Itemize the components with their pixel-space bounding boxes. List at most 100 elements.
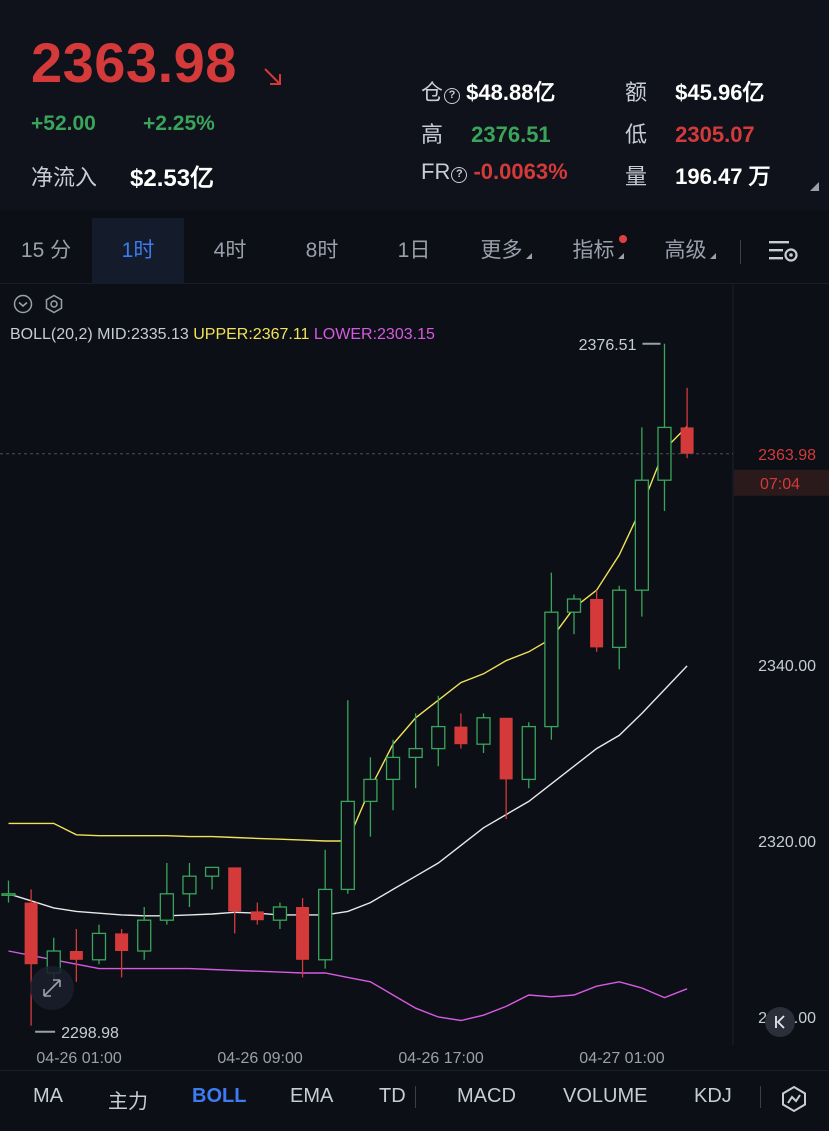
current-price-tag — [734, 439, 829, 468]
help-icon[interactable]: ? — [451, 167, 468, 183]
stat-low-label: 低 — [625, 122, 648, 147]
tab-1d[interactable]: 1日 — [397, 239, 431, 262]
stat-high-label: 高 — [421, 122, 444, 147]
stat-turnover-value: $45.96亿 — [675, 80, 765, 105]
x-tick-label: 04-26 01:00 — [36, 1050, 122, 1067]
indicator-divider — [415, 1086, 416, 1108]
dropdown-corner-icon — [617, 253, 624, 259]
stat-funding-rate-label: FR — [421, 159, 451, 184]
stat-funding-rate-value: -0.0063% — [473, 159, 568, 184]
candle-body-up — [91, 932, 107, 961]
tab-divider — [740, 240, 741, 264]
candle-body-up — [544, 611, 559, 728]
boll-prefix: BOLL(20,2) — [10, 326, 93, 343]
countdown-tag — [734, 469, 829, 496]
candle-body-down — [24, 902, 38, 965]
y-tick-label: 2340.00 — [758, 658, 816, 675]
jump-latest-icon — [775, 1015, 785, 1029]
collapse-chevron-icon[interactable] — [13, 294, 33, 314]
candle-body-up — [159, 893, 174, 921]
indicator-main-force[interactable]: 主力 — [108, 1091, 148, 1113]
net-inflow-label: 净流入 — [31, 165, 98, 190]
candle-body-up — [408, 747, 423, 759]
indicator-bar: MA 主力 BOLL EMA TD MACD VOLUME KDJ — [0, 1070, 829, 1131]
chart-settings-icon[interactable] — [767, 238, 799, 264]
candle-body-down — [69, 951, 83, 960]
jump-latest-button[interactable] — [765, 1007, 795, 1037]
stat-volume-label: 量 — [625, 164, 648, 189]
interval-tabs: 15 分 1时 4时 8时 1日 更多 指标 高级 — [0, 218, 829, 284]
x-tick-label: 04-27 01:00 — [579, 1050, 665, 1067]
dropdown-corner-icon — [709, 253, 716, 259]
tab-15m[interactable]: 15 分 — [20, 239, 72, 262]
candle-body-down — [590, 599, 604, 648]
indicator-td[interactable]: TD — [379, 1085, 406, 1107]
boll-mid-line — [8, 665, 688, 917]
x-tick-label: 04-26 17:00 — [398, 1050, 484, 1067]
stat-open-interest-label: 仓 — [421, 80, 444, 105]
candle-body-up — [182, 875, 197, 895]
indicator-macd[interactable]: MACD — [457, 1085, 516, 1107]
stat-low: 低 2305.07 — [625, 117, 755, 149]
boll-lower-value: LOWER:2303.15 — [313, 326, 435, 343]
tab-1h[interactable]: 1时 — [92, 218, 184, 284]
candle-body-up — [612, 589, 627, 649]
ticker-header: 2363.98 +52.00 +2.25% 净流入 $2.53亿 仓? $48.… — [0, 0, 829, 210]
candle-body-up — [137, 919, 152, 952]
y-tick-label: 2320.00 — [758, 834, 816, 851]
stat-high-value: 2376.51 — [471, 122, 551, 147]
stat-low-value: 2305.07 — [675, 122, 755, 147]
boll-upper-value: UPPER:2367.11 — [193, 326, 310, 343]
expand-arrows-icon — [43, 979, 61, 997]
indicator-boll[interactable]: BOLL — [192, 1085, 247, 1107]
candle-body-down — [115, 933, 129, 951]
candle-body-up — [476, 717, 491, 745]
tab-4h[interactable]: 4时 — [213, 239, 247, 262]
candle-body-down — [296, 907, 310, 960]
candle-body-up — [1, 893, 16, 896]
candle-body-down — [680, 427, 694, 454]
candle-body-down — [250, 911, 264, 921]
candle-body-down — [499, 717, 513, 780]
tab-more[interactable]: 更多 — [460, 218, 552, 284]
candle-body-up — [363, 778, 378, 803]
low-marker-label: 2298.98 — [61, 1025, 119, 1042]
stat-funding-rate: FR? -0.0063% — [421, 159, 568, 185]
tab-advanced[interactable]: 高级 — [644, 218, 736, 284]
indicator-ema[interactable]: EMA — [290, 1085, 334, 1107]
indicator-ma[interactable]: MA — [33, 1085, 63, 1107]
stat-high: 高 2376.51 — [421, 117, 551, 149]
dropdown-corner-icon — [525, 253, 532, 259]
help-icon[interactable]: ? — [444, 88, 461, 104]
stat-open-interest-value: $48.88亿 — [466, 80, 556, 105]
indicator-kdj[interactable]: KDJ — [694, 1085, 732, 1107]
price-change-abs: +52.00 — [31, 112, 96, 135]
indicator-settings-icon[interactable] — [44, 294, 64, 314]
stat-volume-value: 196.47 万 — [675, 164, 771, 189]
countdown-label: 07:04 — [760, 476, 800, 493]
tab-8h[interactable]: 8时 — [305, 239, 339, 262]
candle-body-down — [228, 867, 242, 912]
boll-mid-value: MID:2335.13 — [97, 326, 189, 343]
last-price: 2363.98 — [31, 31, 237, 94]
candle-body-up — [431, 725, 446, 750]
arrow-down-right-icon — [264, 68, 281, 85]
candle-body-up — [657, 426, 672, 481]
tab-indicators[interactable]: 指标 — [552, 218, 644, 284]
boll-legend: BOLL(20,2) MID:2335.13 UPPER:2367.11 LOW… — [10, 326, 435, 344]
candle-body-up — [634, 479, 650, 591]
candle-body-up — [272, 906, 288, 921]
stat-open-interest: 仓? $48.88亿 — [421, 75, 555, 107]
candle-body-up — [318, 888, 333, 961]
candle-body-up — [340, 800, 355, 891]
net-inflow-value: $2.53亿 — [130, 165, 215, 192]
candle-body-up — [566, 598, 582, 613]
candle-body-up — [204, 866, 220, 877]
expand-corner-icon[interactable] — [810, 182, 819, 191]
stat-volume: 量 196.47 万 — [625, 159, 771, 191]
indicator-divider — [760, 1086, 761, 1108]
current-price-label: 2363.98 — [758, 447, 816, 464]
chart-type-icon[interactable] — [780, 1085, 808, 1113]
indicator-volume[interactable]: VOLUME — [563, 1085, 648, 1107]
